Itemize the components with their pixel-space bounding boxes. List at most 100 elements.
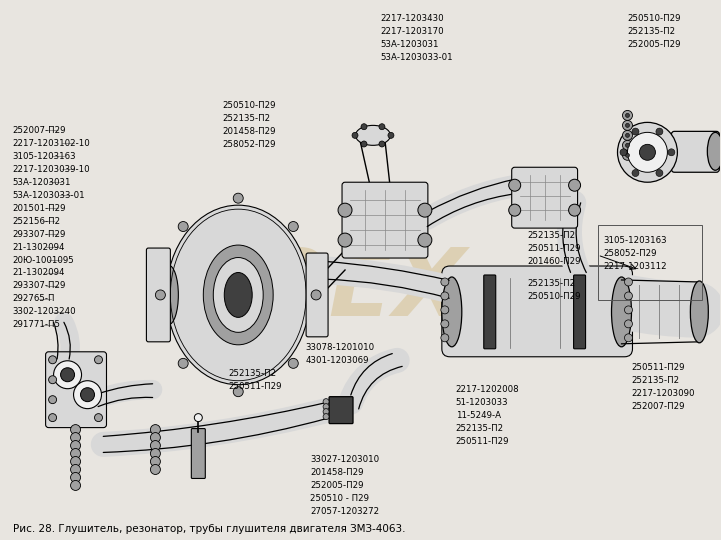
FancyBboxPatch shape bbox=[342, 182, 428, 258]
Text: 21-1302094: 21-1302094 bbox=[13, 268, 65, 278]
FancyBboxPatch shape bbox=[191, 429, 205, 478]
Circle shape bbox=[624, 292, 632, 300]
FancyArrowPatch shape bbox=[428, 186, 517, 219]
Circle shape bbox=[81, 388, 94, 402]
Text: 250510-П29: 250510-П29 bbox=[222, 101, 275, 110]
FancyArrowPatch shape bbox=[98, 397, 153, 407]
FancyBboxPatch shape bbox=[146, 248, 170, 342]
Circle shape bbox=[441, 278, 449, 286]
Text: 252135-П2: 252135-П2 bbox=[528, 280, 576, 288]
Text: 2217-1203170: 2217-1203170 bbox=[380, 27, 443, 36]
Circle shape bbox=[668, 149, 675, 156]
Circle shape bbox=[617, 123, 678, 182]
Circle shape bbox=[151, 449, 160, 458]
Circle shape bbox=[626, 133, 629, 137]
Text: 201458-П29: 201458-П29 bbox=[310, 468, 363, 477]
Circle shape bbox=[48, 396, 56, 404]
Circle shape bbox=[311, 290, 321, 300]
Text: 291771-П5: 291771-П5 bbox=[13, 320, 61, 329]
Text: 252135-П2: 252135-П2 bbox=[222, 114, 270, 123]
Text: 53А-1203031: 53А-1203031 bbox=[380, 40, 438, 49]
Text: 20Ю-1001095: 20Ю-1001095 bbox=[13, 255, 74, 265]
Circle shape bbox=[622, 110, 632, 120]
Text: 2217-1203090: 2217-1203090 bbox=[632, 389, 695, 398]
Ellipse shape bbox=[442, 277, 462, 347]
FancyArrowPatch shape bbox=[323, 261, 449, 280]
Circle shape bbox=[71, 481, 81, 490]
FancyBboxPatch shape bbox=[306, 253, 328, 337]
Circle shape bbox=[195, 414, 203, 422]
Text: 252007-П29: 252007-П29 bbox=[632, 402, 685, 411]
Text: 250510-П29: 250510-П29 bbox=[528, 293, 581, 301]
Circle shape bbox=[352, 132, 358, 138]
Ellipse shape bbox=[691, 281, 708, 343]
Circle shape bbox=[361, 124, 367, 130]
Circle shape bbox=[626, 153, 629, 157]
Circle shape bbox=[71, 441, 81, 450]
Circle shape bbox=[626, 143, 629, 147]
Circle shape bbox=[441, 292, 449, 300]
Text: REX: REX bbox=[256, 244, 466, 336]
Text: 293307-П29: 293307-П29 bbox=[13, 230, 66, 239]
Text: 33027-1203010: 33027-1203010 bbox=[310, 455, 379, 464]
Text: 252007-П29: 252007-П29 bbox=[13, 126, 66, 135]
Circle shape bbox=[48, 414, 56, 422]
Text: 201458-П29: 201458-П29 bbox=[222, 127, 275, 136]
Text: 258052-П29: 258052-П29 bbox=[603, 248, 657, 258]
Text: 3105-1203163: 3105-1203163 bbox=[13, 152, 76, 161]
FancyArrowPatch shape bbox=[428, 193, 517, 227]
Circle shape bbox=[288, 221, 298, 232]
Circle shape bbox=[624, 320, 632, 328]
FancyArrowPatch shape bbox=[103, 402, 327, 436]
Text: 2217-1203039-10: 2217-1203039-10 bbox=[13, 165, 90, 174]
Text: 4301-1203069: 4301-1203069 bbox=[305, 356, 368, 365]
Ellipse shape bbox=[707, 132, 721, 170]
Text: 53А-1203033-01: 53А-1203033-01 bbox=[380, 53, 453, 62]
FancyArrowPatch shape bbox=[627, 302, 696, 310]
Ellipse shape bbox=[355, 125, 391, 145]
FancyBboxPatch shape bbox=[442, 266, 632, 357]
Text: 3302-1203240: 3302-1203240 bbox=[13, 307, 76, 316]
Text: 27057-1203272: 27057-1203272 bbox=[310, 507, 379, 516]
Circle shape bbox=[71, 456, 81, 467]
Text: 258052-П29: 258052-П29 bbox=[222, 140, 275, 149]
FancyBboxPatch shape bbox=[45, 352, 107, 428]
Circle shape bbox=[151, 456, 160, 467]
Circle shape bbox=[74, 381, 102, 409]
Circle shape bbox=[656, 128, 663, 135]
Text: Рис. 28. Глушитель, резонатор, трубы глушителя двигателя ЗМЗ-4063.: Рис. 28. Глушитель, резонатор, трубы глу… bbox=[13, 524, 405, 535]
Text: 53А-1203033-01: 53А-1203033-01 bbox=[13, 191, 85, 200]
Text: 2217-1203102-10: 2217-1203102-10 bbox=[13, 139, 90, 148]
Text: 201460-П29: 201460-П29 bbox=[528, 256, 581, 266]
Circle shape bbox=[418, 203, 432, 217]
Circle shape bbox=[323, 409, 329, 415]
Circle shape bbox=[178, 221, 188, 232]
Ellipse shape bbox=[159, 265, 178, 325]
Text: 252156-П2: 252156-П2 bbox=[13, 217, 61, 226]
Circle shape bbox=[323, 414, 329, 420]
Circle shape bbox=[569, 179, 580, 191]
Circle shape bbox=[388, 132, 394, 138]
Circle shape bbox=[338, 233, 352, 247]
Circle shape bbox=[632, 170, 639, 177]
Circle shape bbox=[379, 124, 385, 130]
FancyArrowPatch shape bbox=[323, 279, 449, 298]
Circle shape bbox=[632, 128, 639, 135]
Circle shape bbox=[441, 320, 449, 328]
Circle shape bbox=[151, 464, 160, 475]
Text: 3105-1203163: 3105-1203163 bbox=[603, 235, 667, 245]
Text: 250511-П29: 250511-П29 bbox=[632, 363, 685, 372]
FancyArrowPatch shape bbox=[64, 322, 70, 359]
Circle shape bbox=[622, 120, 632, 130]
Circle shape bbox=[53, 361, 81, 389]
Text: 250511-П29: 250511-П29 bbox=[528, 244, 581, 253]
Circle shape bbox=[640, 144, 655, 160]
FancyArrowPatch shape bbox=[64, 322, 70, 359]
Text: 250510 - П29: 250510 - П29 bbox=[310, 494, 369, 503]
FancyArrowPatch shape bbox=[98, 384, 153, 394]
Circle shape bbox=[178, 359, 188, 368]
Text: 2217-1203112: 2217-1203112 bbox=[603, 261, 667, 271]
FancyBboxPatch shape bbox=[671, 131, 720, 172]
Text: 252005-П29: 252005-П29 bbox=[627, 40, 681, 49]
Text: 250511-П29: 250511-П29 bbox=[456, 437, 509, 446]
